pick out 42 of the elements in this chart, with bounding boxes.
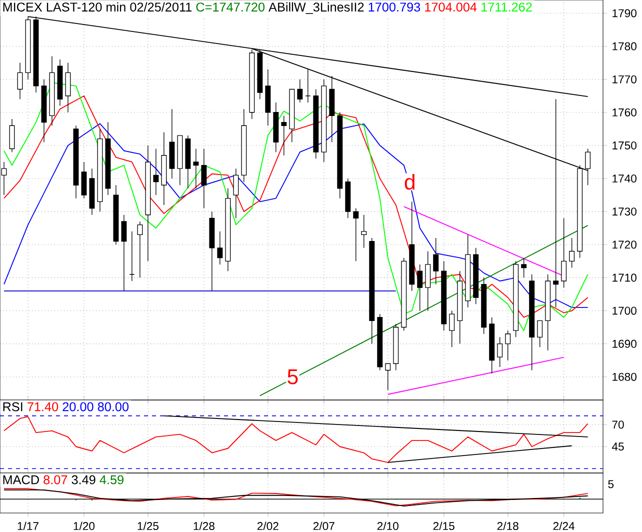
series-label: 8.07 bbox=[44, 475, 68, 484]
chart-title: MICEX LAST-120 min bbox=[3, 2, 126, 12]
x-tick-label: 1/20 bbox=[74, 522, 95, 530]
x-tick-label: 2/02 bbox=[257, 522, 278, 530]
annotation: C=1747.720 bbox=[196, 2, 265, 12]
x-tick-label: 2/15 bbox=[433, 522, 454, 530]
y-tick-label: 1710 bbox=[612, 274, 636, 282]
y-tick-label: 45 bbox=[612, 442, 624, 451]
annotation: d bbox=[404, 174, 414, 190]
x-tick-label: 2/24 bbox=[553, 522, 575, 530]
y-tick-label: 1740 bbox=[612, 174, 636, 183]
x-tick-label: 1/25 bbox=[138, 522, 159, 530]
series-label: 3.49 bbox=[72, 475, 96, 484]
series-label: 4.59 bbox=[100, 475, 124, 484]
x-tick-label: 1/28 bbox=[194, 522, 214, 530]
y-tick-label: 70 bbox=[612, 420, 624, 429]
text: 1700.793 bbox=[368, 2, 420, 12]
series-label: 71.40 bbox=[28, 402, 58, 412]
y-tick-label: 1720 bbox=[612, 240, 636, 249]
ref-line-label: 20.00 bbox=[62, 402, 94, 412]
chart-title: MACD bbox=[3, 475, 39, 484]
y-tick-label: 1780 bbox=[612, 42, 636, 50]
x-tick-label: 1/17 bbox=[18, 522, 38, 530]
chart-title: RSI bbox=[3, 402, 22, 412]
annotation: ABillW_3LinesII2 bbox=[268, 2, 364, 14]
y-tick-label: 1730 bbox=[612, 208, 636, 216]
text: 1711.262 bbox=[481, 2, 532, 12]
y-tick-label: 1680 bbox=[612, 372, 636, 381]
chart-subtitle: 02/25/2011 bbox=[130, 2, 192, 12]
y-tick-label: 1690 bbox=[612, 340, 636, 348]
y-tick-label: 1700 bbox=[612, 306, 636, 315]
y-tick-label: 1790 bbox=[612, 9, 636, 18]
y-tick-label: 1750 bbox=[612, 141, 636, 150]
text: 1704.004 bbox=[425, 2, 477, 12]
y-tick-label: 1760 bbox=[612, 108, 636, 116]
ref-line-label: 80.00 bbox=[98, 402, 129, 412]
x-tick-label: 2/18 bbox=[497, 522, 518, 530]
annotation: 5 bbox=[288, 369, 298, 384]
x-tick-label: 2/10 bbox=[377, 522, 398, 530]
text: 5 bbox=[608, 480, 614, 488]
x-tick-label: 2/07 bbox=[313, 522, 334, 530]
y-tick-label: 1770 bbox=[612, 75, 636, 84]
